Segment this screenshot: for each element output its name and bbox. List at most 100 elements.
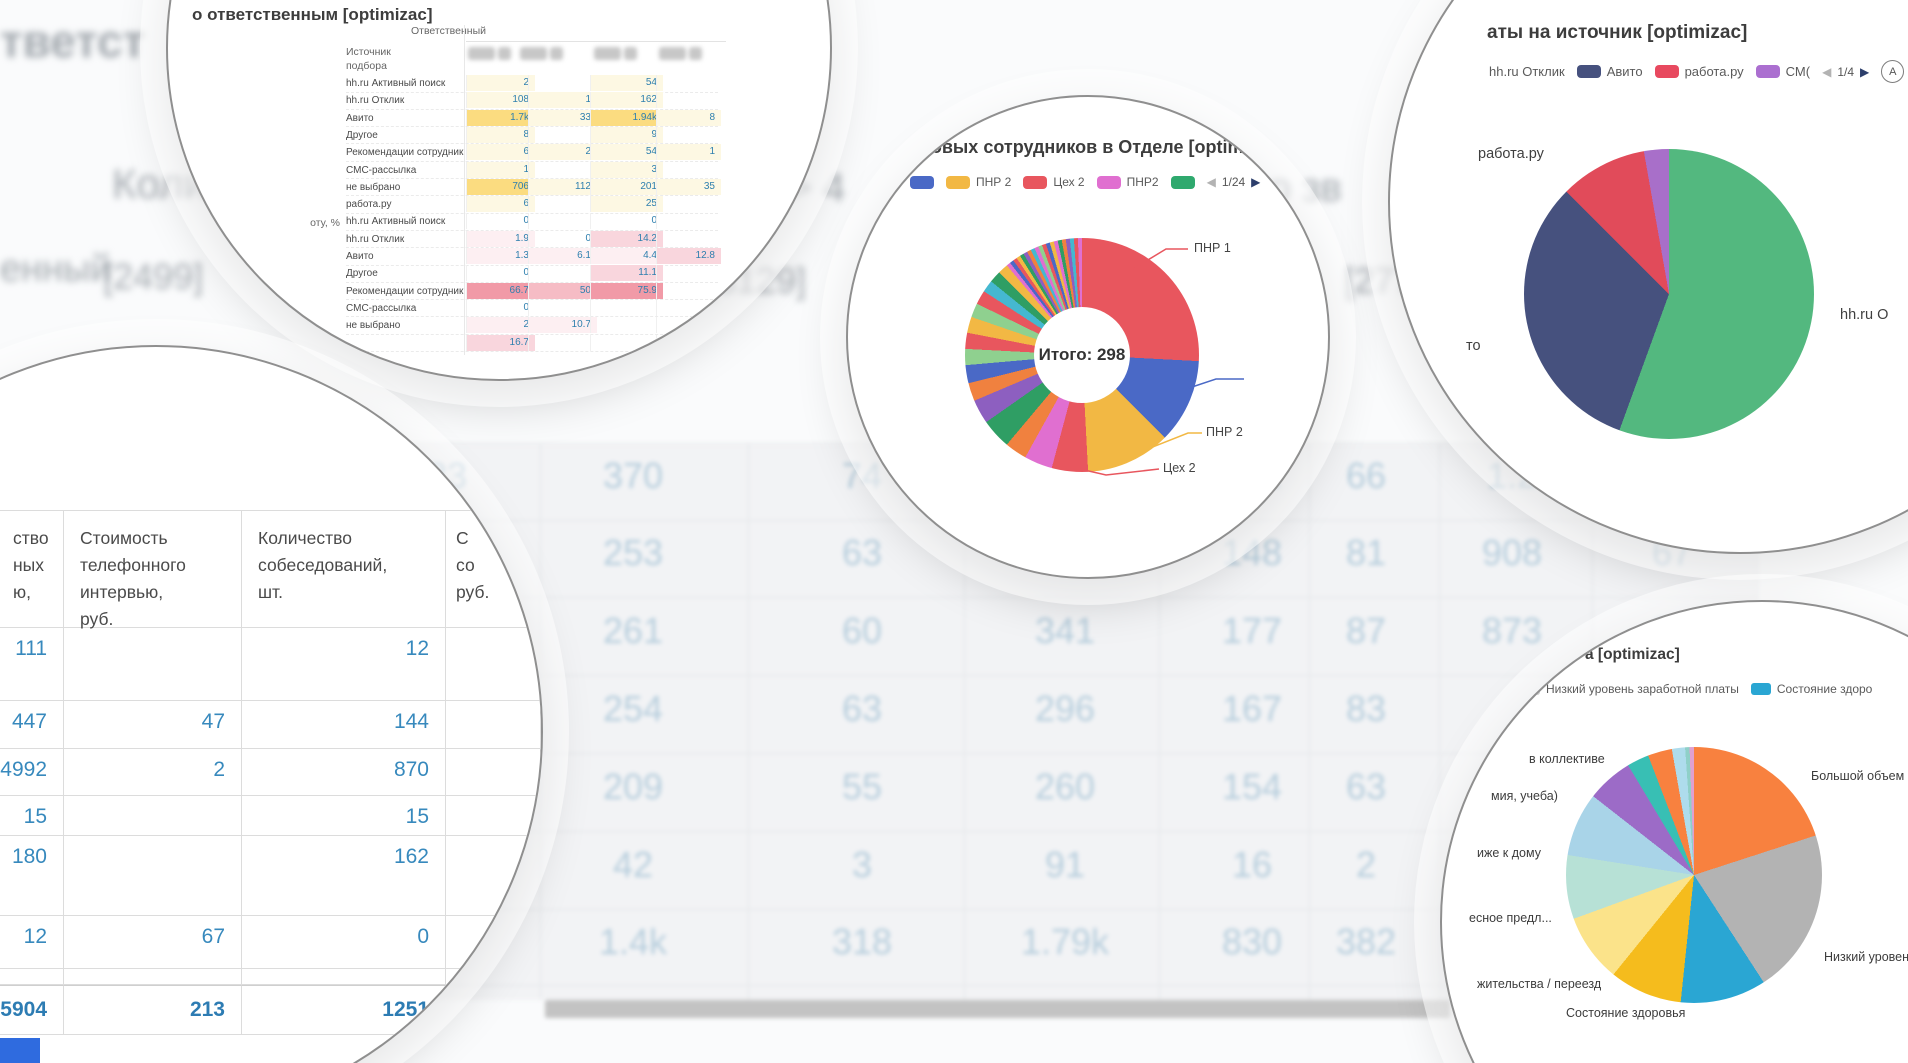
row-divider [346, 247, 718, 249]
table-cell [528, 126, 597, 143]
legend-label: Авито [1606, 64, 1643, 79]
table-cell: 6.1 [528, 248, 597, 264]
table-cell [656, 317, 721, 334]
row-divider [346, 264, 718, 266]
bg-metric-value: 341 [1034, 610, 1096, 651]
row-divider [346, 333, 718, 335]
legend-item[interactable]: работа.ру [1654, 64, 1744, 79]
legend-item[interactable]: Авито [1576, 64, 1643, 79]
legend-item[interactable]: hh.ru Отклик [1489, 64, 1565, 79]
table-cell: 8 [656, 109, 721, 126]
chart-title: а [optimizac] [1585, 646, 1680, 663]
legend-item[interactable]: Цех 2 [1023, 175, 1085, 189]
pager-next-icon[interactable]: ▶ [1860, 64, 1870, 79]
table-cell [528, 299, 597, 316]
bg-metric-value: 74 [841, 455, 883, 496]
table-cell [528, 213, 597, 230]
bg-metric-value: 55 [841, 766, 883, 807]
table-total-cell [446, 985, 541, 1035]
table-header-cell: Стоимость телефонного интервью, руб. [64, 510, 242, 629]
bg-metric-value: 87 [1345, 610, 1387, 651]
bg-grid-line [352, 675, 1757, 676]
table-row-label: hh.ru Отклик [346, 95, 405, 107]
legend-swatch-icon [1576, 65, 1601, 78]
pie-chart[interactable] [1566, 747, 1822, 1003]
row-divider [346, 126, 718, 128]
table-cell: 162 [590, 92, 663, 109]
table-cell: 201 [590, 178, 663, 195]
table-cell: 6 [466, 144, 535, 161]
table-total-cell: 5904 [0, 985, 64, 1035]
pager-prev-icon[interactable]: ◀ [1822, 64, 1832, 79]
column-divider [464, 25, 465, 355]
table-cell [590, 317, 663, 334]
bg-metric-value: 60 [841, 610, 883, 651]
table-cell: 54 [590, 75, 663, 91]
table-cell [656, 196, 721, 213]
bg-grid-line [1309, 443, 1310, 1000]
row-divider [346, 178, 718, 179]
legend-item[interactable]: Низкий уровень заработной платы [1520, 682, 1739, 696]
legend-item[interactable]: Состояние здоро [1750, 682, 1872, 696]
legend-item[interactable] [910, 175, 934, 189]
bg-grid-line [1158, 443, 1160, 1000]
pager-count: 1/24 [1221, 175, 1246, 189]
circled-a-icon[interactable]: А [1881, 60, 1905, 83]
table-cell [446, 796, 541, 836]
bg-metric-value: 253 [602, 532, 664, 573]
table-cell: 10.7 [528, 317, 597, 334]
row-divider [346, 229, 718, 231]
legend-item[interactable] [1170, 175, 1195, 189]
table-row-label: hh.ru Активный поиск [346, 216, 446, 228]
table-cell [528, 196, 597, 213]
row-divider [346, 299, 718, 301]
table-header-cell: С со руб. [446, 510, 541, 628]
table-cell: 9 [590, 126, 663, 143]
pie-legend: hh.ru Отклик Авито работа.ру СМ( ◀ 1/4 ▶ А [1489, 60, 1905, 83]
pager-prev-icon[interactable]: ◀ [1206, 175, 1216, 189]
bg-metric-value: 167 [1221, 688, 1283, 729]
pie-chart[interactable] [1524, 149, 1814, 439]
table-cell: 144 [242, 701, 446, 749]
table-cell: 47 [64, 701, 242, 749]
bg-metric-value: 148 [1221, 532, 1283, 573]
horizontal-scrollbar[interactable] [545, 1000, 1450, 1018]
row-divider [346, 351, 718, 352]
table-cell [656, 299, 721, 316]
legend-label: Цех 2 [1053, 175, 1085, 189]
table-cell [656, 282, 721, 299]
table-cell [656, 92, 721, 109]
legend-item[interactable]: ПНР 2 [946, 175, 1011, 189]
table-cell [64, 796, 242, 836]
chart-title: новых сотрудников в Отделе [optim [920, 137, 1244, 157]
table-cell: 0 [528, 230, 597, 247]
table-cell: 111 [0, 628, 64, 701]
legend-item[interactable]: СМ( [1755, 64, 1810, 79]
table-cell: 2 [466, 317, 535, 334]
bg-metric-value: 1.4k [598, 921, 668, 962]
bg-metric-value: 16 [1231, 844, 1273, 885]
pie-label: есное предл... [1469, 911, 1552, 925]
table-cell [446, 836, 541, 916]
page-corner-accent [0, 1038, 40, 1063]
table-cell [656, 126, 721, 143]
table-cell: 14.2 [590, 230, 663, 247]
section-label: оту, % [310, 217, 340, 229]
table-row-label: Рекомендации сотрудника [346, 285, 464, 297]
donut-chart[interactable]: Итого: 298 [965, 238, 1199, 472]
chart-title: аты на источник [optimizac] [1487, 22, 1748, 43]
pie-label: ПНР 2 [1206, 425, 1243, 439]
legend-swatch-icon [910, 175, 934, 189]
legend-item[interactable]: ПНР2 [1096, 175, 1159, 189]
table-cell: 15 [242, 796, 446, 836]
anonymized-name-chip [594, 47, 640, 60]
pie-label: ПНР 1 [1194, 241, 1231, 255]
pager-next-icon[interactable]: ▶ [1251, 175, 1261, 189]
table-row-label: СМС-рассылка [346, 164, 417, 176]
legend-label: hh.ru Отклик [1489, 64, 1565, 79]
table-cell: 35 [656, 178, 721, 195]
bg-metric-value: 3 [851, 844, 873, 885]
donut-total-label: Итого: 298 [1034, 307, 1130, 403]
bg-metric-value: 81 [1345, 532, 1387, 573]
bg-metric-value: 260 [1034, 766, 1096, 807]
